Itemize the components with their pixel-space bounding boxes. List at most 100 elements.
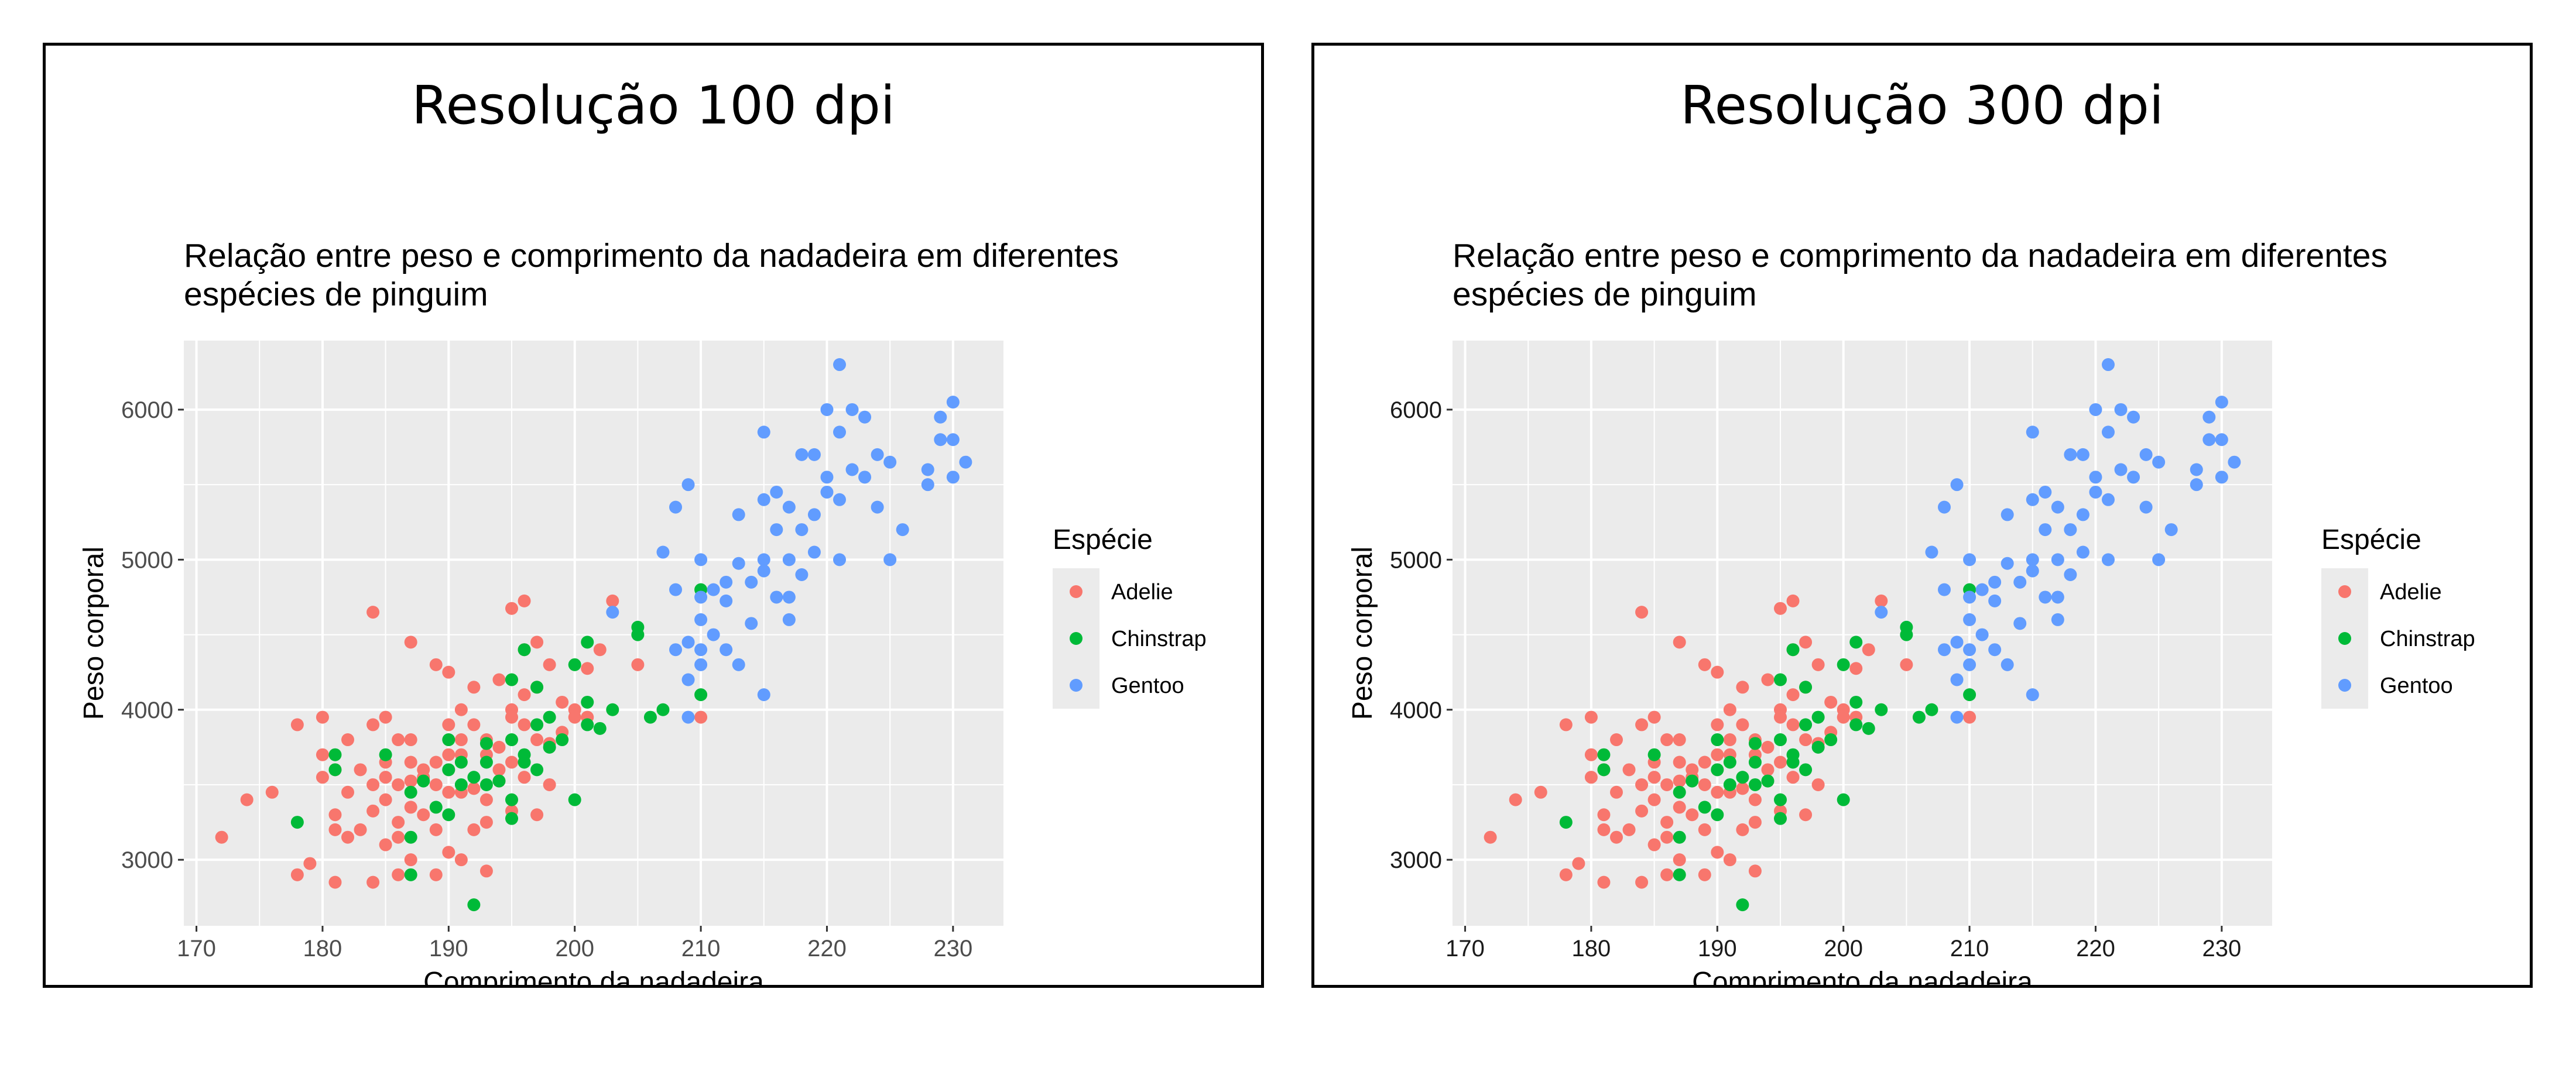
data-point-chinstrap — [530, 718, 544, 732]
data-point-gentoo — [720, 575, 733, 589]
data-point-gentoo — [858, 410, 872, 424]
data-point-adelie — [1673, 756, 1686, 769]
data-point-chinstrap — [1912, 710, 1926, 724]
y-tick-label: 4000 — [121, 698, 173, 723]
data-point-gentoo — [2076, 508, 2089, 521]
data-point-gentoo — [820, 403, 834, 416]
legend-key-chinstrap — [2338, 632, 2351, 645]
data-point-gentoo — [2026, 493, 2039, 506]
data-point-gentoo — [2064, 568, 2077, 581]
data-point-chinstrap — [505, 733, 518, 747]
data-point-adelie — [215, 830, 228, 844]
data-point-chinstrap — [568, 793, 581, 806]
data-point-adelie — [1647, 793, 1661, 806]
data-point-adelie — [328, 823, 342, 836]
data-point-chinstrap — [694, 688, 708, 702]
y-tick-label: 3000 — [1390, 847, 1442, 873]
data-point-gentoo — [1950, 673, 1964, 686]
data-point-adelie — [429, 823, 443, 836]
y-tick-label: 6000 — [121, 397, 173, 423]
data-point-chinstrap — [1849, 718, 1863, 732]
data-point-adelie — [1698, 756, 1711, 769]
data-point-adelie — [341, 830, 354, 844]
data-point-adelie — [316, 710, 329, 724]
data-point-gentoo — [694, 613, 708, 626]
data-point-gentoo — [807, 448, 821, 461]
data-point-adelie — [442, 785, 455, 799]
data-point-adelie — [1610, 785, 1623, 799]
data-point-adelie — [1811, 778, 1825, 791]
data-point-adelie — [1963, 710, 1976, 724]
data-point-gentoo — [2215, 471, 2228, 484]
data-point-adelie — [454, 733, 468, 747]
data-point-chinstrap — [1799, 763, 1813, 777]
data-point-adelie — [1748, 816, 1762, 829]
data-point-gentoo — [770, 485, 783, 499]
legend-title: Espécie — [1053, 524, 1153, 555]
data-point-chinstrap — [505, 793, 518, 806]
data-point-gentoo — [1975, 583, 1989, 596]
data-point-chinstrap — [518, 748, 531, 761]
data-point-chinstrap — [1711, 808, 1724, 822]
data-point-adelie — [518, 771, 531, 784]
data-point-gentoo — [1975, 628, 1989, 641]
data-point-adelie — [442, 846, 455, 859]
data-point-adelie — [404, 733, 417, 747]
data-point-chinstrap — [581, 695, 594, 709]
data-point-adelie — [1686, 808, 1699, 822]
data-point-adelie — [1597, 875, 1611, 889]
data-point-adelie — [417, 808, 430, 822]
chart-panel-100dpi: Resolução 100 dpi Relação entre peso e c… — [43, 43, 1264, 988]
data-point-adelie — [404, 801, 417, 814]
data-point-adelie — [404, 853, 417, 867]
data-point-chinstrap — [505, 673, 518, 686]
data-point-gentoo — [871, 448, 884, 461]
data-point-adelie — [290, 868, 304, 881]
data-point-gentoo — [2215, 433, 2228, 447]
data-point-adelie — [543, 658, 556, 671]
data-point-chinstrap — [454, 778, 468, 791]
legend-key-adelie — [1070, 585, 1083, 598]
data-point-chinstrap — [1875, 703, 1888, 716]
data-point-adelie — [341, 785, 354, 799]
data-point-gentoo — [2089, 485, 2102, 499]
data-point-adelie — [1559, 868, 1573, 881]
data-point-adelie — [366, 718, 380, 732]
data-point-chinstrap — [1786, 748, 1800, 761]
data-point-adelie — [631, 658, 645, 671]
x-tick-label: 210 — [681, 936, 721, 961]
data-point-gentoo — [2114, 403, 2128, 416]
data-point-chinstrap — [1811, 710, 1825, 724]
data-point-gentoo — [2000, 508, 2014, 521]
data-point-gentoo — [858, 471, 872, 484]
data-point-gentoo — [2102, 425, 2115, 439]
data-point-gentoo — [606, 606, 619, 619]
data-point-chinstrap — [593, 722, 607, 735]
data-point-gentoo — [2000, 557, 2014, 570]
data-point-gentoo — [946, 433, 960, 447]
data-point-adelie — [1849, 662, 1863, 675]
legend-key-chinstrap — [1070, 632, 1083, 645]
data-point-chinstrap — [543, 740, 556, 754]
data-point-gentoo — [782, 500, 796, 514]
data-point-adelie — [1723, 853, 1736, 867]
data-point-adelie — [442, 665, 455, 679]
data-point-adelie — [467, 782, 481, 795]
data-point-gentoo — [782, 613, 796, 626]
data-point-gentoo — [883, 455, 897, 469]
data-point-adelie — [1711, 665, 1724, 679]
data-point-gentoo — [757, 564, 770, 578]
data-point-chinstrap — [379, 748, 392, 761]
data-point-gentoo — [833, 358, 846, 372]
x-tick-label: 210 — [1950, 936, 1989, 961]
legend-label-adelie: Adelie — [1111, 580, 1173, 605]
data-point-gentoo — [795, 523, 809, 537]
data-point-gentoo — [707, 628, 720, 641]
data-point-chinstrap — [1698, 801, 1711, 814]
data-point-chinstrap — [1862, 722, 1875, 735]
data-point-adelie — [1824, 695, 1838, 709]
data-point-chinstrap — [530, 681, 544, 694]
data-point-chinstrap — [1723, 756, 1736, 769]
data-point-gentoo — [745, 617, 758, 630]
data-point-adelie — [505, 710, 518, 724]
